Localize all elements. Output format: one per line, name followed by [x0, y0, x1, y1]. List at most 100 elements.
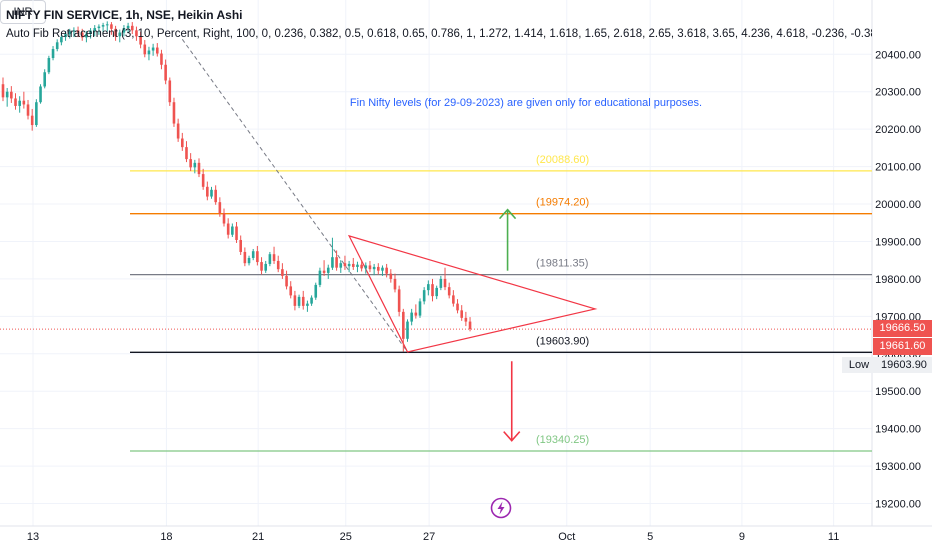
drawings-layer: [0, 39, 872, 442]
candle-body: [10, 91, 13, 99]
candle-body: [235, 226, 238, 240]
candle-body: [93, 28, 97, 31]
y-tick-label: 19800.00: [875, 274, 921, 286]
candle-body: [172, 102, 176, 124]
candle-body: [281, 269, 284, 276]
candle-body: [97, 26, 101, 29]
candle-body: [335, 257, 338, 268]
grid-layer: [0, 0, 932, 527]
candle-body: [185, 147, 188, 160]
candle-body: [101, 25, 105, 27]
candle-body: [214, 189, 217, 203]
candle-body: [264, 263, 268, 271]
candle-body: [293, 295, 297, 306]
candle-body: [43, 72, 46, 87]
candle-body: [18, 100, 21, 106]
candle-body: [306, 303, 309, 306]
y-tick-label: 19200.00: [875, 499, 921, 511]
candle-body: [443, 278, 447, 288]
candle-body: [47, 58, 51, 73]
candle-body: [464, 317, 468, 322]
y-tick-label: 19400.00: [875, 424, 921, 436]
candle-body: [347, 263, 351, 267]
candle-body: [389, 273, 393, 279]
candle-body: [251, 251, 255, 258]
x-tick-label: 13: [27, 531, 39, 543]
candle-body: [410, 312, 413, 322]
candle-body: [35, 102, 38, 126]
chart-annotation: Fin Nifty levels (for 29-09-2023) are gi…: [350, 97, 702, 109]
candle-body: [301, 296, 305, 306]
candle-body: [26, 104, 30, 116]
candle-body: [168, 80, 172, 103]
candle-body: [397, 289, 401, 312]
candle-body: [339, 263, 343, 268]
candle-body: [181, 138, 184, 148]
candle-body: [310, 297, 313, 304]
candle-body: [360, 264, 363, 269]
candle-body: [176, 123, 180, 139]
candle-body: [68, 31, 72, 35]
y-tick-label: 20000.00: [875, 199, 921, 211]
candle-body: [206, 186, 209, 197]
candle-body: [114, 28, 117, 37]
time-axis[interactable]: 13 18 21 25 27 Oct 5 9 11: [27, 531, 839, 543]
candle-body: [368, 265, 372, 270]
candle-body: [356, 264, 359, 267]
candle-body: [239, 239, 242, 252]
y-tick-label: 20300.00: [875, 87, 921, 99]
candle-body: [343, 263, 347, 267]
candle-body: [452, 295, 455, 304]
candle-body: [406, 321, 409, 339]
candle-body: [193, 162, 197, 168]
candle-body: [222, 213, 226, 224]
down-arrow-head: [503, 431, 521, 442]
candle-body: [447, 287, 451, 296]
price-axis[interactable]: 19200.0019300.0019400.0019500.0019600.00…: [875, 49, 921, 510]
candle-body: [385, 267, 388, 274]
candle-body: [226, 223, 230, 235]
candle-body: [231, 226, 234, 235]
candle-body: [151, 47, 155, 51]
candle-body: [55, 42, 59, 50]
candle-body: [318, 270, 322, 285]
candle-body: [197, 162, 201, 175]
candle-body: [402, 311, 405, 339]
candle-body: [147, 50, 151, 55]
candle-body: [243, 251, 247, 264]
low-label: Low: [842, 357, 876, 374]
candle-body: [164, 64, 167, 81]
x-tick-label: 21: [252, 531, 264, 543]
indicator-legend[interactable]: Auto Fib Retracement (3, 10, Percent, Ri…: [6, 28, 872, 40]
candle-body: [422, 290, 426, 302]
candle-body: [372, 266, 376, 270]
candle-body: [393, 278, 397, 290]
tradingview-logo-icon[interactable]: [490, 497, 512, 519]
candle-body: [143, 44, 147, 55]
y-tick-label: 19900.00: [875, 236, 921, 248]
x-tick-label: 18: [160, 531, 172, 543]
candle-body: [110, 24, 113, 29]
candle-body: [126, 25, 130, 29]
fib-level-label: (19340.25): [536, 434, 589, 446]
candle-body: [201, 174, 205, 187]
currency-button[interactable]: INR: [0, 0, 46, 24]
candle-body: [14, 98, 17, 106]
candle-body: [160, 53, 163, 65]
candle-body: [5, 91, 9, 98]
candle-body: [89, 30, 92, 34]
symbol-title[interactable]: NIFTY FIN SERVICE, 1h, NSE, Heikin Ashi: [6, 8, 243, 22]
candle-body: [268, 254, 272, 264]
candle-body: [30, 115, 34, 126]
low-value: 19603.90: [876, 357, 932, 374]
candle-body: [276, 260, 280, 270]
candle-body: [314, 284, 318, 298]
candle-body: [39, 86, 42, 103]
candle-body: [80, 32, 84, 38]
candle-body: [285, 275, 288, 287]
y-tick-label: 20400.00: [875, 49, 921, 61]
fib-level-label: (19974.20): [536, 197, 589, 209]
candle-body: [122, 28, 126, 33]
up-arrow-head: [498, 208, 517, 220]
